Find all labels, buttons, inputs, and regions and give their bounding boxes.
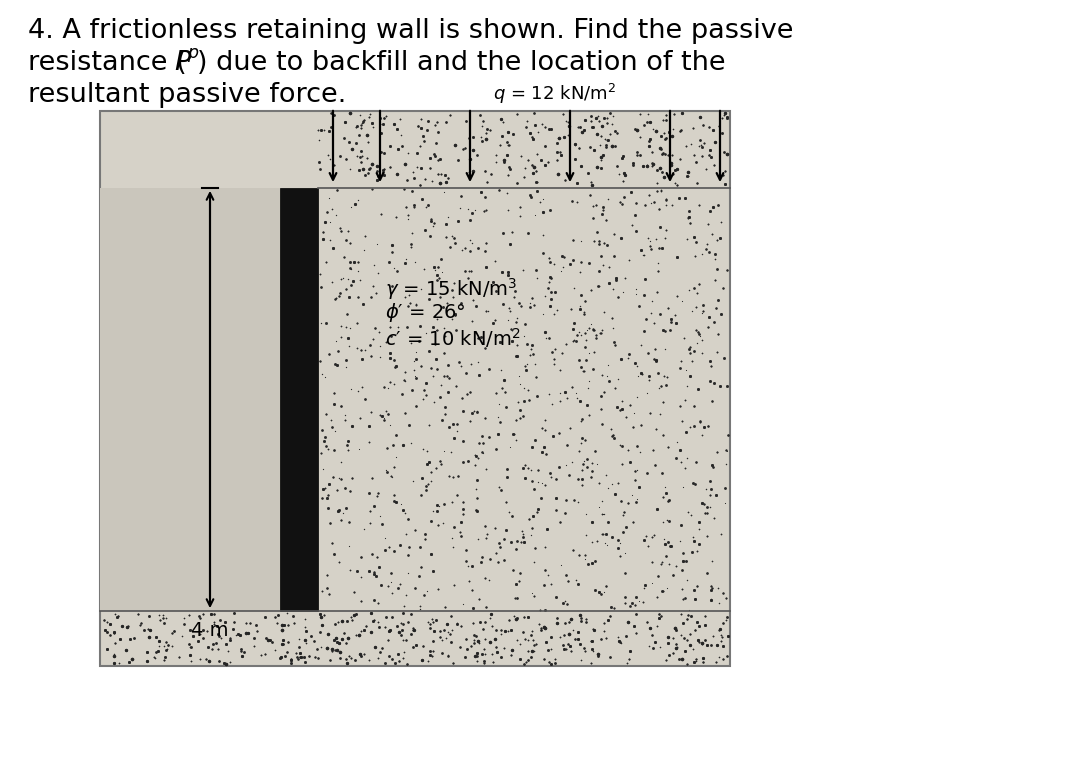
Text: p: p [187, 44, 198, 62]
Text: ) due to backfill and the location of the: ) due to backfill and the location of th… [197, 50, 725, 76]
Text: resultant passive force.: resultant passive force. [28, 82, 346, 108]
Bar [100, 111, 729, 666]
Text: $\phi$′ = 26°: $\phi$′ = 26° [385, 301, 465, 324]
Bar [318, 188, 728, 611]
Text: P: P [174, 50, 190, 76]
Bar [280, 188, 318, 611]
Text: $q$ = 12 kN/m$^2$: $q$ = 12 kN/m$^2$ [492, 82, 616, 106]
Bar [318, 113, 728, 188]
Text: resistance (: resistance ( [28, 50, 187, 76]
Bar [100, 188, 280, 611]
Text: 4 m: 4 m [191, 621, 228, 640]
Bar [100, 612, 728, 665]
Text: $c$′ = 10 kN/m$^2$: $c$′ = 10 kN/m$^2$ [385, 326, 521, 350]
Text: 4. A frictionless retaining wall is shown. Find the passive: 4. A frictionless retaining wall is show… [28, 18, 794, 44]
Text: $\gamma$ = 15 kN/m$^3$: $\gamma$ = 15 kN/m$^3$ [385, 276, 518, 302]
